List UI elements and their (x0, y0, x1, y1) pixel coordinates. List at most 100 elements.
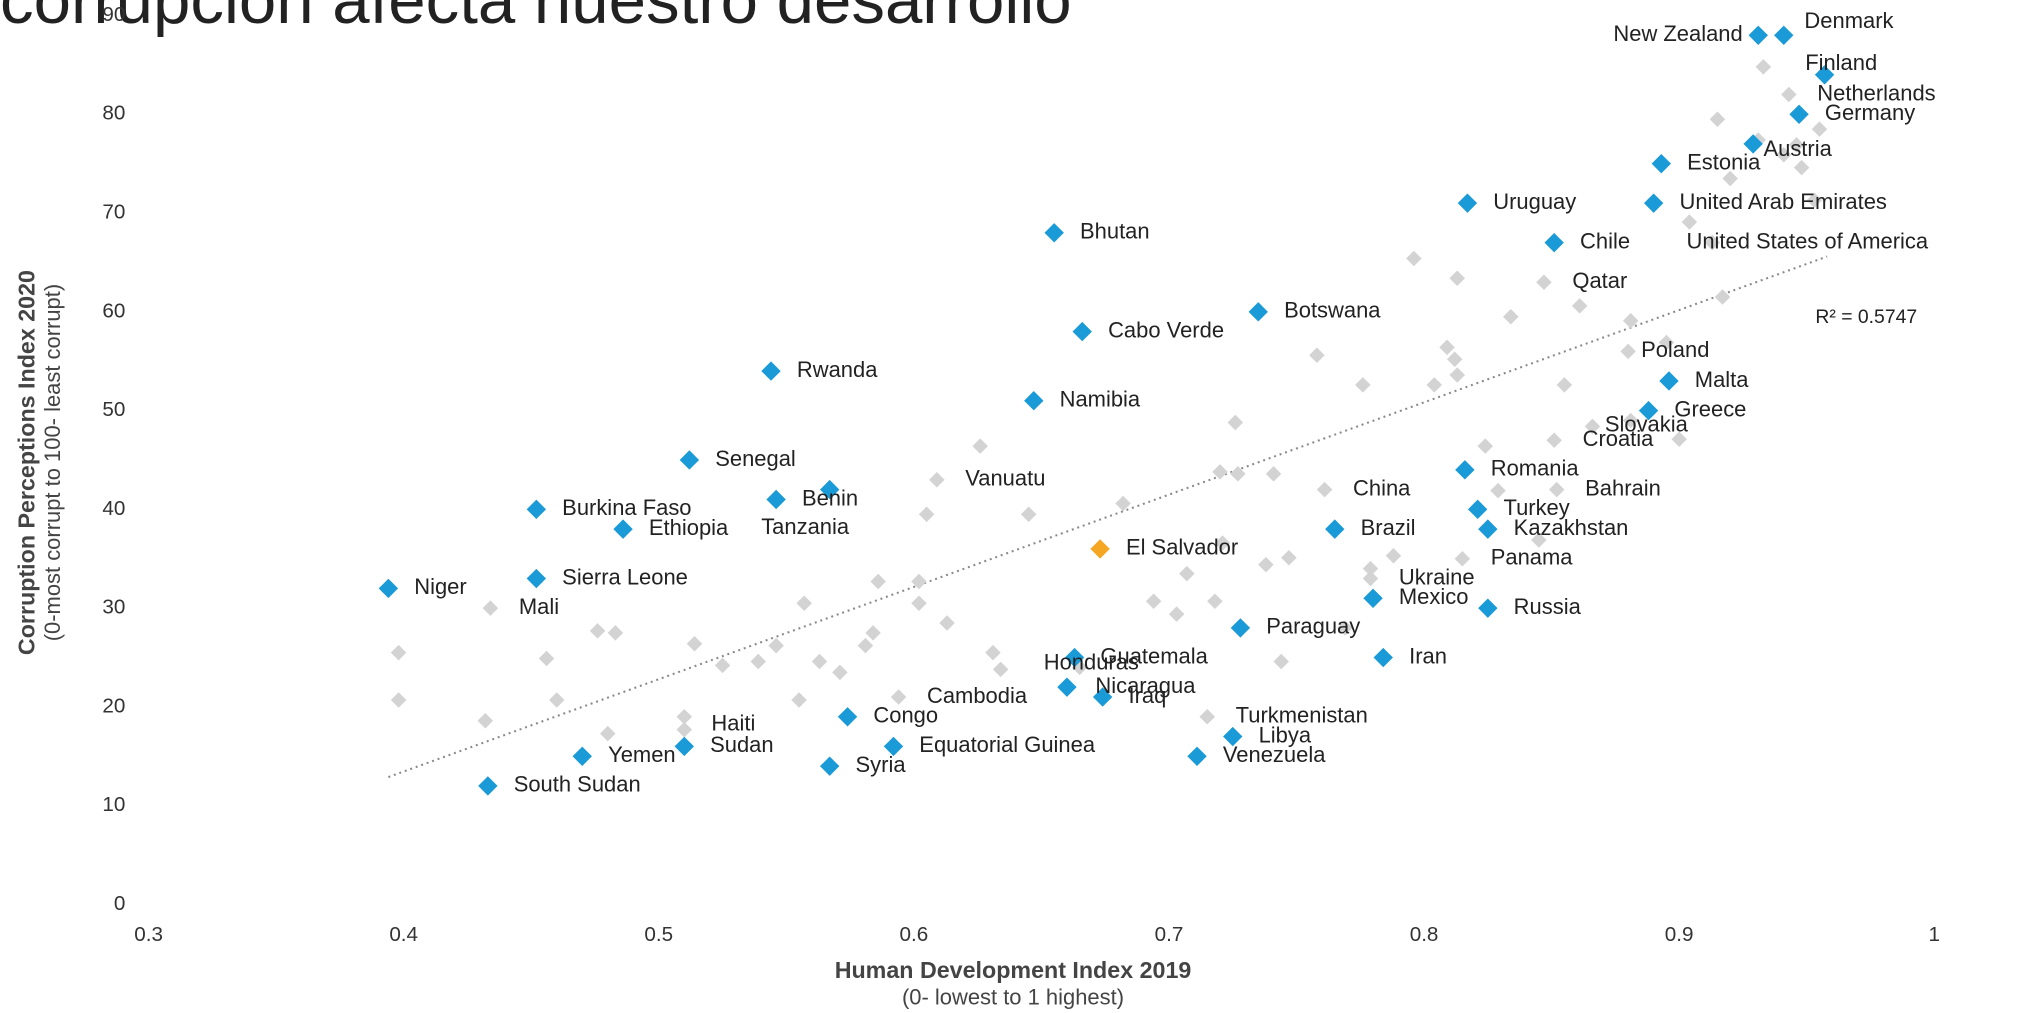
point-label: Ukraine (1399, 564, 1475, 589)
highlight-point (1373, 647, 1393, 668)
gray-point (1531, 532, 1547, 548)
highlight-point (820, 756, 840, 776)
gray-point (1207, 593, 1223, 609)
gray-point (1622, 312, 1639, 329)
highlight-point (883, 736, 904, 757)
point-label: Iraq (1128, 683, 1166, 708)
gray-point (607, 625, 624, 641)
gray-point (1776, 147, 1792, 163)
x-tick-label: 0.3 (134, 923, 163, 946)
point-label: Syria (856, 752, 907, 777)
point-label: Sierra Leone (562, 564, 688, 589)
highlight-point (1187, 746, 1207, 766)
highlight-point (1092, 687, 1113, 707)
gray-point (538, 650, 555, 667)
point-label: Turkey (1503, 495, 1569, 520)
highlight-point (1478, 598, 1498, 618)
point-label: Cambodia (927, 683, 1028, 708)
point-label: Equatorial Guinea (919, 732, 1096, 757)
gray-point (832, 664, 848, 681)
gray-point (1439, 339, 1455, 356)
gray-point (911, 573, 927, 590)
point-label: Yemen (608, 742, 676, 767)
trend-line (388, 255, 1828, 779)
highlight-point (1223, 726, 1243, 747)
x-axis-subtitle: (0- lowest to 1 highest) (902, 985, 1124, 1010)
gray-point (1406, 250, 1422, 267)
gray-point (865, 625, 881, 641)
gray-point (939, 615, 955, 631)
gray-point (1722, 170, 1738, 187)
highlight-point (1230, 618, 1251, 638)
highlight-point (1072, 321, 1092, 342)
point-label: El Salvador (1126, 535, 1238, 560)
point-label: Libya (1259, 722, 1312, 747)
gray-point (1788, 137, 1805, 153)
point-label: Ethiopia (649, 515, 729, 540)
y-tick-label: 50 (102, 398, 125, 421)
x-tick-label: 0.8 (1410, 923, 1439, 946)
highlight-point (572, 746, 592, 766)
highlight-point (1651, 153, 1671, 174)
point-label: Turkmenistan (1236, 703, 1368, 728)
highlight-point (1325, 519, 1345, 539)
highlight-point (1363, 588, 1383, 608)
gray-point (1265, 466, 1282, 482)
highlight-point (1057, 677, 1077, 697)
y-tick-label: 60 (102, 299, 125, 322)
gray-point (1709, 111, 1726, 127)
point-label: Slovakia (1605, 411, 1689, 436)
gray-point (750, 653, 767, 670)
x-tick-label: 1 (1929, 923, 1940, 946)
y-tick-label: 40 (102, 497, 125, 520)
highlight-point (679, 450, 700, 470)
highlight-point (1774, 25, 1794, 45)
gray-point (1179, 565, 1195, 582)
point-label: Guatemala (1100, 643, 1208, 668)
point-label: Paraguay (1266, 614, 1360, 639)
annotation: R² = 0.5747 (1815, 306, 1917, 328)
gray-point (1115, 495, 1131, 512)
highlight-point (1457, 193, 1478, 213)
point-label: United Arab Emirates (1679, 189, 1886, 214)
highlight-point (761, 361, 781, 381)
gray-point (1355, 377, 1371, 393)
chart-title: corrupción afecta nuestro desarrollo (0, 0, 1072, 38)
y-tick-label: 70 (102, 201, 125, 224)
point-label: Russia (1514, 594, 1582, 619)
gray-point (870, 573, 886, 590)
highlight-point (478, 776, 498, 796)
gray-point (1168, 606, 1185, 622)
gray-point (1385, 548, 1402, 564)
point-label: United States of America (1686, 228, 1928, 253)
y-tick-label: 80 (102, 102, 125, 125)
gray-point (1793, 159, 1810, 176)
highlight-point (1455, 460, 1475, 480)
point-label: Honduras (1044, 649, 1139, 674)
gray-point (600, 725, 616, 742)
gray-point (1309, 347, 1325, 364)
point-label: Romania (1491, 456, 1580, 481)
point-label: Mali (519, 594, 559, 619)
highlight-point (1024, 391, 1044, 411)
point-label: Germany (1825, 100, 1915, 125)
point-label: Denmark (1804, 8, 1894, 33)
point-label: Croatia (1583, 426, 1655, 451)
gray-point (1755, 59, 1772, 75)
highlight-point (837, 707, 858, 727)
gray-point (390, 644, 407, 661)
point-label: Uruguay (1493, 189, 1576, 214)
gray-point (791, 692, 807, 708)
x-tick-label: 0.6 (900, 923, 929, 946)
point-label: Greece (1674, 396, 1746, 421)
gray-point (1199, 709, 1215, 725)
gray-point (1556, 377, 1573, 393)
gray-point (1227, 414, 1244, 431)
gray-point (1316, 481, 1333, 498)
point-label: Brazil (1361, 515, 1416, 540)
gray-point (1273, 653, 1289, 670)
gray-point (1337, 620, 1353, 636)
point-label: China (1353, 475, 1411, 500)
highlight-point (613, 519, 633, 539)
gray-point (589, 623, 606, 639)
